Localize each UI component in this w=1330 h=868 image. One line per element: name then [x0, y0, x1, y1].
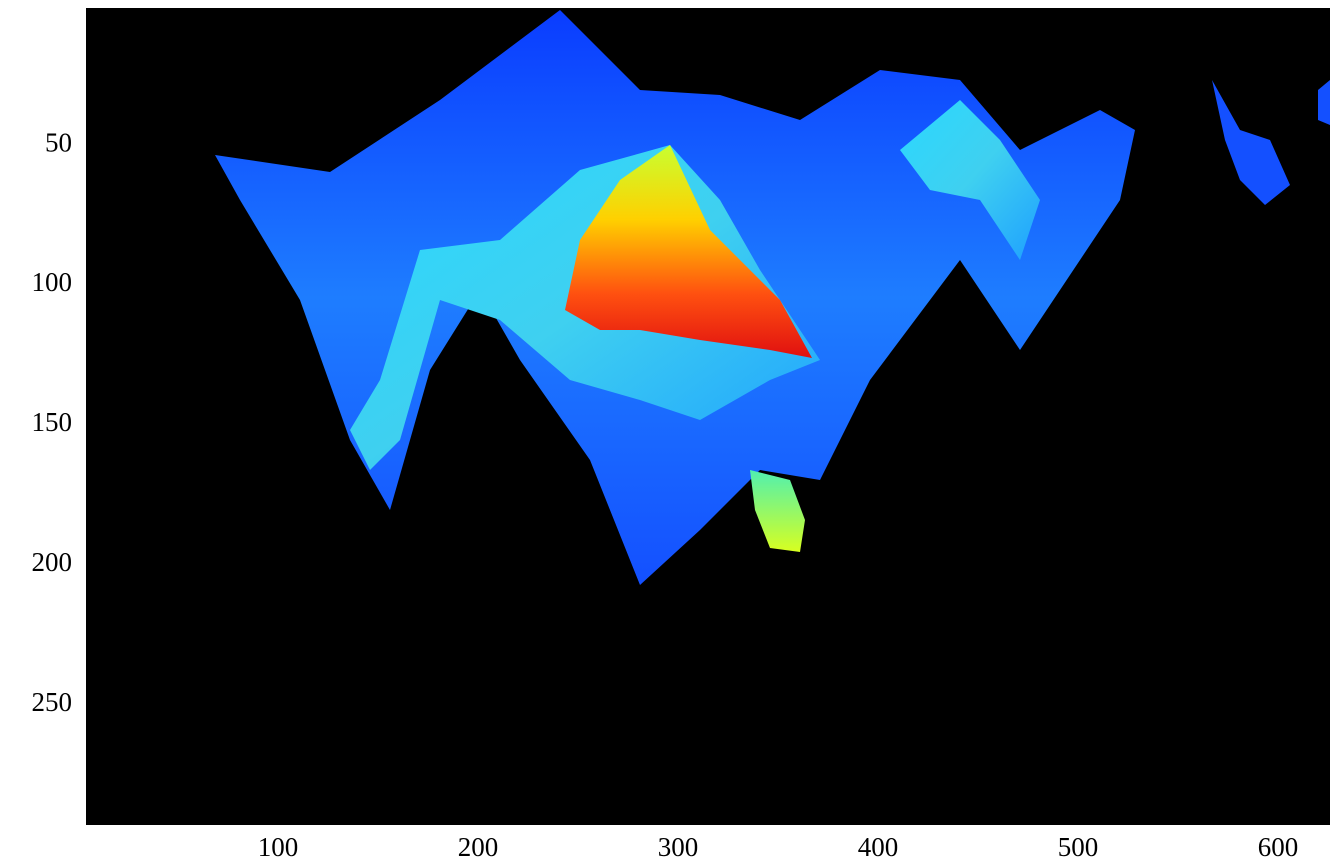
surface-region [750, 470, 805, 552]
surface-region [565, 145, 812, 358]
y-tick-label: 50 [45, 127, 72, 157]
x-tick-label: 600 [1258, 832, 1299, 862]
surface-region [900, 100, 1040, 260]
x-tick-label: 500 [1058, 832, 1099, 862]
surface-region [1212, 80, 1290, 205]
x-tick-label: 100 [258, 832, 299, 862]
y-tick-label: 150 [32, 407, 73, 437]
x-tick-label: 400 [858, 832, 899, 862]
x-tick-label: 300 [658, 832, 699, 862]
y-tick-label: 200 [32, 547, 73, 577]
surface [215, 10, 1330, 585]
surface-region [1318, 80, 1330, 125]
y-tick-label: 100 [32, 267, 73, 297]
y-tick-label: 250 [32, 687, 73, 717]
x-tick-label: 200 [458, 832, 499, 862]
